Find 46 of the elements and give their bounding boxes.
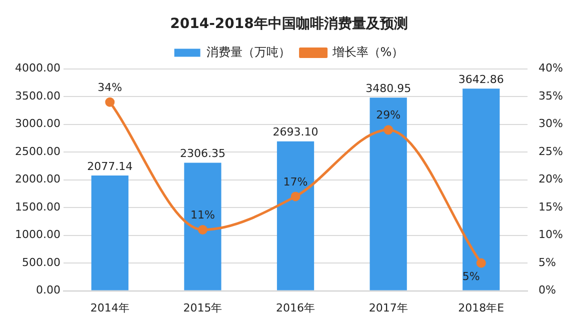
legend-label: 消费量（万吨）	[206, 44, 290, 59]
y2-tick-label: 20%	[538, 172, 564, 186]
y-tick-label: 4000.00	[14, 62, 60, 75]
bar	[91, 176, 128, 290]
data-label: 3642.86	[458, 72, 504, 86]
point	[290, 192, 300, 202]
data-label: 5%	[462, 270, 480, 283]
x-tick-label: 2015年	[183, 301, 222, 314]
y-tick-label: 2500.00	[14, 144, 60, 158]
x-tick-label: 2016年	[276, 301, 316, 314]
y-tick-label: 2000.00	[14, 172, 60, 186]
y2-tick-label: 10%	[538, 228, 564, 242]
y2-tick-label: 30%	[538, 117, 564, 130]
legend-label: 增长率（%）	[331, 44, 404, 59]
data-label: 29%	[376, 108, 401, 122]
y2-tick-label: 0%	[538, 284, 556, 297]
point	[476, 258, 486, 268]
x-tick-label: 2014年	[90, 301, 130, 314]
bar	[370, 98, 407, 290]
chart-title: 2014-2018年中国咖啡消费量及预测	[170, 16, 408, 32]
data-label: 3480.95	[366, 82, 412, 95]
bar	[462, 88, 500, 290]
data-label: 34%	[98, 80, 122, 94]
data-label: 2693.10	[272, 126, 318, 139]
y-tick-label: 500.00	[22, 256, 60, 269]
data-label: 17%	[283, 175, 308, 188]
y-tick-label: 0.00	[36, 284, 60, 297]
y2-tick-label: 5%	[538, 256, 556, 269]
x-tick-label: 2017年	[368, 301, 408, 314]
y2-tick-label: 15%	[538, 200, 564, 214]
point	[384, 125, 394, 135]
point	[198, 225, 208, 234]
data-label: 2306.35	[180, 147, 226, 160]
y-tick-label: 3500.00	[14, 89, 60, 102]
y2-tick-label: 40%	[538, 62, 564, 75]
y2-tick-label: 25%	[538, 144, 564, 158]
data-label: 11%	[190, 208, 215, 222]
bar	[276, 141, 314, 290]
y-tick-label: 3000.00	[14, 117, 60, 130]
y-tick-label: 1500.00	[14, 200, 60, 214]
bar	[184, 162, 222, 290]
y2-tick-label: 35%	[538, 89, 564, 102]
x-tick-label: 2018年E	[458, 301, 504, 314]
point	[105, 97, 115, 107]
data-label: 2077.14	[87, 160, 133, 173]
y-tick-label: 1000.00	[14, 228, 60, 242]
